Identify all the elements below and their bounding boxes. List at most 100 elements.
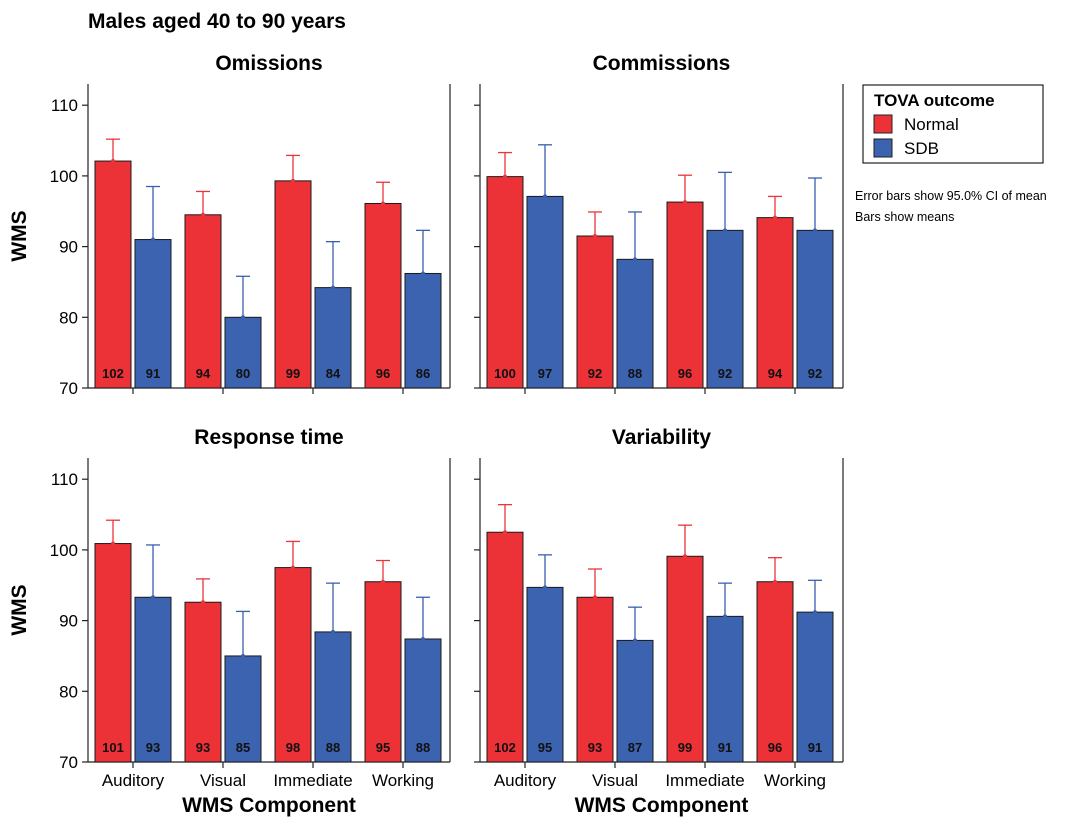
x-tick-label: Working xyxy=(372,771,434,790)
bar-normal xyxy=(184,601,222,763)
mean-marker xyxy=(813,610,817,615)
legend: TOVA outcome Normal SDB xyxy=(862,84,1044,164)
bar-sdb xyxy=(134,596,172,763)
data-label: 98 xyxy=(286,740,300,755)
legend-label-normal: Normal xyxy=(904,115,959,134)
mean-marker xyxy=(291,178,295,183)
bar-normal xyxy=(94,160,132,389)
panel-title: Variability xyxy=(612,426,712,449)
y-tick-label: 90 xyxy=(59,238,78,257)
x-axis-title: WMS Component xyxy=(575,794,749,817)
legend-title: TOVA outcome xyxy=(874,91,995,110)
note-error-bars: Error bars show 95.0% CI of mean xyxy=(855,189,1047,203)
bar-normal xyxy=(756,581,794,763)
bar-sdb xyxy=(404,638,442,763)
data-label: 92 xyxy=(588,366,602,381)
bar-sdb xyxy=(404,272,442,389)
data-label: 88 xyxy=(628,366,642,381)
mean-marker xyxy=(633,257,637,262)
mean-marker xyxy=(331,285,335,290)
mean-marker xyxy=(503,174,507,179)
mean-marker xyxy=(723,228,727,233)
data-label: 94 xyxy=(196,366,211,381)
x-tick-label: Visual xyxy=(200,771,246,790)
mean-marker xyxy=(773,215,777,220)
y-tick-label: 70 xyxy=(59,379,78,398)
mean-marker xyxy=(723,614,727,619)
data-label: 95 xyxy=(538,740,552,755)
y-axis-title: WMS xyxy=(8,584,31,635)
mean-marker xyxy=(773,579,777,584)
mean-marker xyxy=(683,200,687,205)
bar-normal xyxy=(756,217,794,389)
bar-normal xyxy=(364,581,402,763)
bar-sdb xyxy=(796,229,834,389)
panel-3: Variability 102 95 Auditory 93 87 Visual 99 91 Im… xyxy=(474,426,844,817)
data-label: 99 xyxy=(286,366,300,381)
mean-marker xyxy=(111,159,115,164)
data-label: 96 xyxy=(376,366,390,381)
data-label: 80 xyxy=(236,366,250,381)
bar-sdb xyxy=(616,258,654,389)
mean-marker xyxy=(201,212,205,217)
data-label: 96 xyxy=(768,740,782,755)
bar-sdb xyxy=(526,195,564,389)
data-label: 92 xyxy=(718,366,732,381)
x-tick-label: Immediate xyxy=(273,771,352,790)
mean-marker xyxy=(291,565,295,570)
y-tick-label: 100 xyxy=(50,541,78,560)
data-label: 91 xyxy=(808,740,822,755)
panel-title: Omissions xyxy=(215,52,322,75)
x-tick-label: Auditory xyxy=(102,771,165,790)
mean-marker xyxy=(813,228,817,233)
data-label: 97 xyxy=(538,366,552,381)
mean-marker xyxy=(151,595,155,600)
bar-sdb xyxy=(706,229,744,389)
bar-sdb xyxy=(314,631,352,763)
bar-sdb xyxy=(796,611,834,763)
y-tick-label: 80 xyxy=(59,308,78,327)
mean-marker xyxy=(593,234,597,238)
panel-2: Response time 70 80 90 100 110 WMS 101 93 Auditor… xyxy=(8,426,451,817)
data-label: 99 xyxy=(678,740,692,755)
data-label: 101 xyxy=(102,740,124,755)
y-tick-label: 90 xyxy=(59,612,78,631)
mean-marker xyxy=(151,237,155,242)
panel-title: Commissions xyxy=(593,52,731,75)
mean-marker xyxy=(543,194,547,199)
chart-panels: Omissions 70 80 90 100 110 WMS 102 91 94 80 99 84 96 8… xyxy=(8,52,844,817)
mean-marker xyxy=(241,315,245,320)
bar-normal xyxy=(486,176,524,389)
bar-sdb xyxy=(706,615,744,763)
legend-box xyxy=(862,84,1044,164)
mean-marker xyxy=(241,653,245,658)
bar-sdb xyxy=(134,239,172,389)
data-label: 93 xyxy=(588,740,602,755)
mean-marker xyxy=(503,530,507,535)
note-bars-means: Bars show means xyxy=(855,210,954,224)
bar-normal xyxy=(486,531,524,763)
x-axis-title: WMS Component xyxy=(182,794,356,817)
mean-marker xyxy=(543,585,547,590)
bar-normal xyxy=(666,201,704,389)
y-axis-title: WMS xyxy=(8,210,31,261)
data-label: 91 xyxy=(146,366,160,381)
data-label: 88 xyxy=(416,740,430,755)
bar-sdb xyxy=(526,586,564,763)
mean-marker xyxy=(201,600,205,605)
x-tick-label: Immediate xyxy=(665,771,744,790)
legend-swatch-sdb xyxy=(873,138,893,158)
y-tick-label: 70 xyxy=(59,753,78,772)
data-label: 86 xyxy=(416,366,430,381)
y-tick-label: 100 xyxy=(50,167,78,186)
bar-sdb xyxy=(616,639,654,763)
data-label: 92 xyxy=(808,366,822,381)
data-label: 96 xyxy=(678,366,692,381)
data-label: 102 xyxy=(102,366,124,381)
mean-marker xyxy=(331,629,335,634)
y-tick-label: 80 xyxy=(59,682,78,701)
data-label: 102 xyxy=(494,740,516,755)
data-label: 85 xyxy=(236,740,250,755)
bar-sdb xyxy=(314,287,352,389)
